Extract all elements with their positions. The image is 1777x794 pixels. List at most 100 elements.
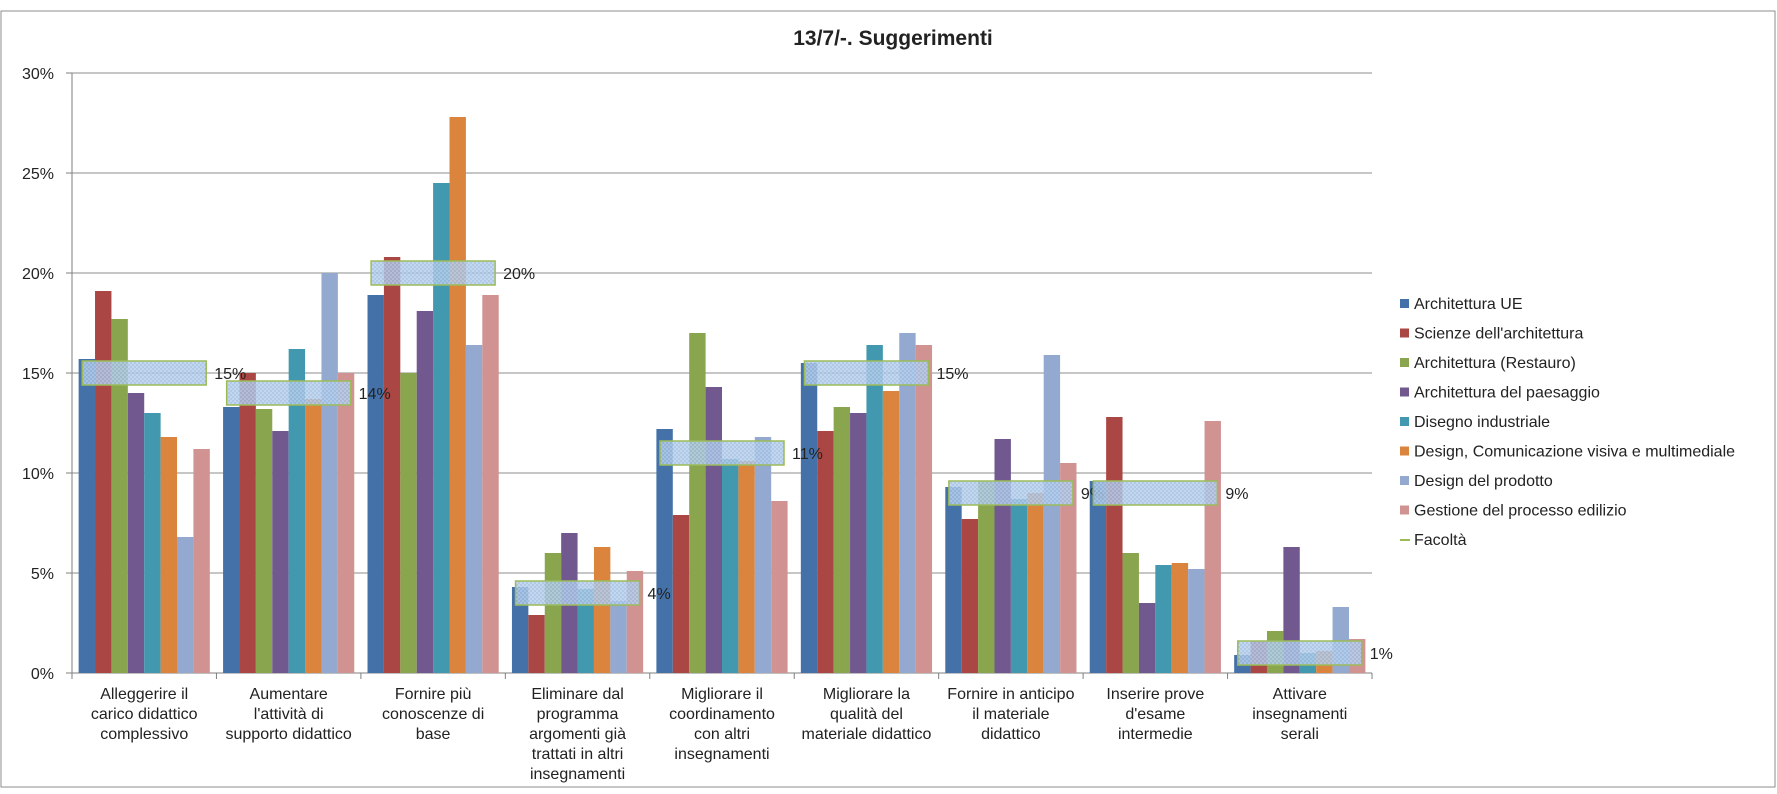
bar <box>111 319 128 673</box>
bar <box>882 391 900 673</box>
y-tick-label: 10% <box>22 466 54 483</box>
category-label: Eliminare dal programma argomenti già tratt… <box>529 686 626 783</box>
bar <box>160 437 178 673</box>
facolta-marker <box>803 360 930 386</box>
bar <box>449 117 466 673</box>
bar <box>656 429 673 673</box>
facolta-marker <box>948 480 1074 506</box>
bar <box>850 413 867 673</box>
bar <box>144 413 161 673</box>
facolta-data-label: 4% <box>648 586 671 603</box>
facolta-data-label: 20% <box>503 266 535 283</box>
bar <box>367 295 384 673</box>
bar <box>1122 553 1139 673</box>
bar <box>433 183 450 673</box>
y-tick-label: 5% <box>31 566 54 583</box>
bar <box>255 409 273 673</box>
bar <box>321 273 338 673</box>
bar <box>1138 603 1156 673</box>
bar <box>771 501 788 673</box>
category-label: Alleggerire il carico didattico complessiv… <box>91 686 198 743</box>
legend-entry: Design del prodotto <box>1414 473 1553 490</box>
bar <box>1043 355 1061 673</box>
bar <box>127 393 145 673</box>
category-label: Fornire in anticipo il materiale didattico <box>947 686 1074 743</box>
bar <box>482 295 499 673</box>
bar <box>961 519 979 673</box>
bar <box>610 601 627 673</box>
bar <box>1188 569 1205 673</box>
bar <box>1155 565 1172 673</box>
bar <box>288 349 306 673</box>
bar <box>705 387 722 673</box>
bar <box>193 449 210 673</box>
category-label: Migliorare il coordinamento con altri inseg… <box>669 686 775 763</box>
legend-swatch <box>1400 505 1409 515</box>
bar <box>400 373 417 673</box>
category-label: Attivare insegnamenti serali <box>1252 686 1347 743</box>
bar <box>1010 499 1028 673</box>
bar <box>511 587 529 673</box>
bar <box>1027 493 1044 673</box>
bar <box>1060 463 1077 673</box>
y-tick-label: 20% <box>22 266 54 283</box>
bar <box>800 363 818 673</box>
facolta-data-label: 11% <box>792 446 823 463</box>
y-tick-label: 30% <box>22 66 54 83</box>
facolta-data-label: 1% <box>1370 646 1393 663</box>
chart-title: 13/7/-. Suggerimenti <box>793 27 993 50</box>
legend-entry: Scienze dell'architettura <box>1414 326 1583 343</box>
category-label: Aumentare l'attività di supporto didattico <box>226 686 352 743</box>
bar <box>465 345 483 673</box>
legend-entry: Disegno industriale <box>1414 414 1550 431</box>
bar <box>95 291 112 673</box>
bar <box>305 399 322 673</box>
bar <box>272 431 289 673</box>
bar <box>1171 563 1189 673</box>
legend-swatch <box>1400 417 1409 426</box>
bar <box>722 459 739 673</box>
bar <box>177 537 194 673</box>
bar <box>416 311 434 673</box>
bar <box>1089 481 1107 673</box>
legend-entry: Facoltà <box>1414 532 1467 549</box>
bar <box>1106 417 1123 673</box>
facolta-marker <box>1237 640 1363 666</box>
facolta-data-label: 15% <box>936 366 968 383</box>
category-label: Fornire più conoscenze di base <box>382 686 484 743</box>
y-tick-label: 25% <box>22 166 54 183</box>
bar <box>239 373 256 673</box>
bar <box>978 481 995 673</box>
bar <box>577 589 594 673</box>
bar <box>817 431 834 673</box>
y-tick-label: 0% <box>31 666 54 683</box>
bar <box>899 333 916 673</box>
category-label: Inserire prove d'esame intermedie <box>1106 686 1204 743</box>
bar <box>689 333 706 673</box>
category-label: Migliorare la qualità del materiale didatt… <box>802 686 932 743</box>
y-tick-labels: 0% 5% 10% 15% 20% 25% 30% <box>22 66 54 683</box>
bar <box>544 553 562 673</box>
bar <box>383 257 401 673</box>
bar <box>754 437 772 673</box>
facolta-data-label: 9% <box>1225 486 1248 503</box>
bar <box>994 439 1011 673</box>
bar <box>945 487 962 673</box>
bar <box>223 407 240 673</box>
facolta-markers: 15%14%20%4%11%15%9% 9%1% <box>81 260 1393 666</box>
bar <box>915 345 933 673</box>
legend: Architettura UE Scienze dell'architettura… <box>1400 296 1735 549</box>
legend-swatch <box>1400 328 1409 338</box>
bar <box>528 615 545 673</box>
facolta-marker <box>370 260 496 286</box>
legend-entry: Gestione del processo edilizio <box>1414 503 1627 520</box>
legend-swatch <box>1400 476 1409 485</box>
facolta-data-label: 15% <box>214 366 246 383</box>
legend-swatch <box>1400 358 1409 367</box>
bar <box>593 547 611 673</box>
legend-entry: Architettura (Restauro) <box>1414 355 1576 372</box>
legend-entry: Design, Comunicazione visiva e multimedi… <box>1414 444 1735 461</box>
legend-swatch <box>1400 299 1409 308</box>
